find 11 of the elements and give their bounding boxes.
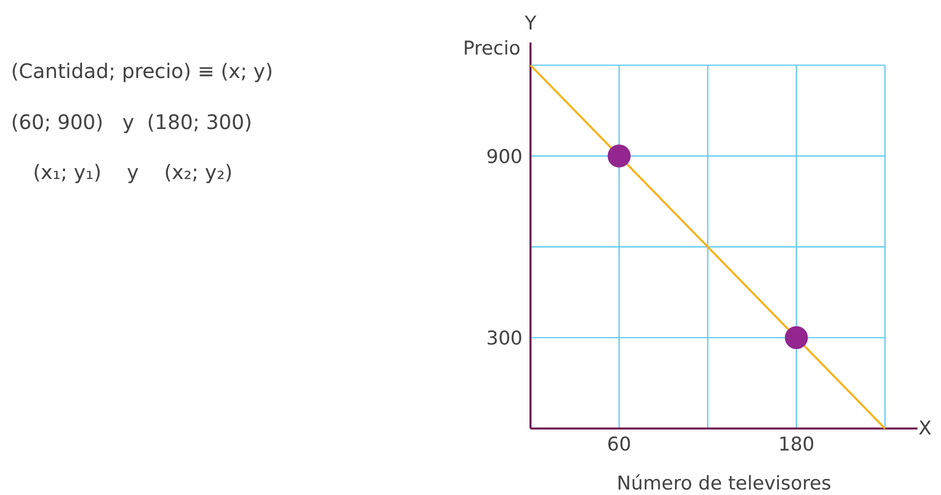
y-tick-label: 900 xyxy=(486,146,522,168)
text: (Cantidad; precio) ≡ (x; y) xyxy=(11,58,274,85)
text: (60; 900) y (180; 300) xyxy=(11,108,253,136)
y-tick-label: 300 xyxy=(486,328,522,350)
x-tick-label: 180 xyxy=(778,434,815,456)
text: X xyxy=(918,418,932,440)
x-axis-title: Número de televisores xyxy=(616,472,832,494)
text: (x₁; y₁) y (x₂; y₂) xyxy=(33,159,234,186)
x-tick-label: 60 xyxy=(607,434,632,456)
y-axis-title: Precio xyxy=(462,38,521,60)
text: Y xyxy=(524,12,537,34)
